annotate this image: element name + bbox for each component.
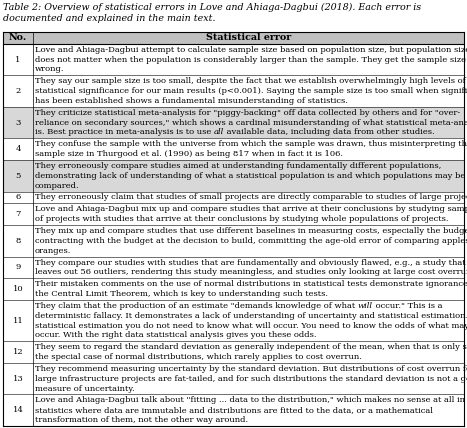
Text: the Central Limit Theorem, which is key to understanding such tests.: the Central Limit Theorem, which is key … (35, 290, 328, 298)
Text: 3: 3 (15, 119, 21, 127)
Bar (3, 203, 464, 225)
Text: demonstrating lack of understanding of what a statistical population is and whic: demonstrating lack of understanding of w… (35, 172, 465, 180)
Text: oranges.: oranges. (35, 247, 71, 255)
Text: deterministic fallacy. It demonstrates a lack of understanding of uncertainty an: deterministic fallacy. It demonstrates a… (35, 312, 467, 320)
Text: 8: 8 (15, 237, 21, 245)
Text: will: will (358, 302, 373, 310)
Text: They confuse the sample with the universe from which the sample was drawn, thus : They confuse the sample with the univers… (35, 140, 467, 148)
Text: occur. With the right data statistical analysis gives you these odds.: occur. With the right data statistical a… (35, 331, 317, 339)
Text: sample size in Thurgood et al. (1990) as being 817 when in fact it is 106.: sample size in Thurgood et al. (1990) as… (35, 150, 343, 158)
Text: They claim that the production of an estimate "demands knowledge of what: They claim that the production of an est… (35, 302, 358, 310)
Text: They compare our studies with studies that are fundamentally and obviously flawe: They compare our studies with studies th… (35, 259, 466, 267)
Text: transformation of them, not the other way around.: transformation of them, not the other wa… (35, 416, 248, 424)
Text: No.: No. (9, 33, 27, 42)
Text: reliance on secondary sources," which shows a cardinal misunderstanding of what : reliance on secondary sources," which sh… (35, 119, 467, 127)
Bar (3, 138, 464, 160)
Text: wrong.: wrong. (35, 65, 64, 74)
Bar (3, 44, 464, 75)
Bar (3, 160, 464, 192)
Text: They criticize statistical meta-analysis for "piggy-backing" off data collected : They criticize statistical meta-analysis… (35, 109, 460, 117)
Text: Table 2: Overview of statistical errors in Love and Ahiaga-Dagbui (2018). Each e: Table 2: Overview of statistical errors … (3, 3, 421, 23)
Bar (3, 107, 464, 138)
Bar (3, 300, 464, 341)
Text: They seem to regard the standard deviation as generally independent of the mean,: They seem to regard the standard deviati… (35, 343, 467, 351)
Text: 12: 12 (13, 348, 23, 356)
Bar (3, 278, 464, 300)
Text: 2: 2 (15, 87, 21, 95)
Bar (3, 363, 464, 395)
Bar (3, 225, 464, 257)
Text: of projects with studies that arrive at their conclusions by studying whole popu: of projects with studies that arrive at … (35, 215, 448, 223)
Text: 9: 9 (15, 264, 21, 271)
Text: 14: 14 (13, 406, 23, 414)
Text: does not matter when the population is considerably larger than the sample. They: does not matter when the population is c… (35, 56, 466, 64)
Text: occur." This is a: occur." This is a (373, 302, 442, 310)
Text: the special case of normal distributions, which rarely applies to cost overrun.: the special case of normal distributions… (35, 353, 362, 361)
Text: Love and Ahiaga-Dagbui talk about "fitting ... data to the distribution," which : Love and Ahiaga-Dagbui talk about "fitti… (35, 396, 465, 404)
Bar (3, 75, 464, 107)
Text: 13: 13 (13, 375, 23, 383)
Text: statistical significance for our main results (p<0.001). Saying the sample size : statistical significance for our main re… (35, 87, 467, 95)
Text: 4: 4 (15, 145, 21, 153)
Bar (3, 257, 464, 278)
Text: They recommend measuring uncertainty by the standard deviation. But distribution: They recommend measuring uncertainty by … (35, 365, 467, 373)
Text: 11: 11 (13, 317, 23, 324)
Text: 5: 5 (15, 172, 21, 180)
Text: measure of uncertainty.: measure of uncertainty. (35, 385, 134, 392)
Text: is. Best practice in meta-analysis is to use: is. Best practice in meta-analysis is to… (35, 128, 214, 137)
Text: 10: 10 (13, 285, 23, 293)
Text: Love and Ahiaga-Dagbui attempt to calculate sample size based on population size: Love and Ahiaga-Dagbui attempt to calcul… (35, 46, 467, 54)
Text: 7: 7 (15, 210, 21, 218)
Text: compared.: compared. (35, 181, 79, 190)
Text: statistical estimation you do not need to know what will occur. You need to know: statistical estimation you do not need t… (35, 321, 467, 330)
Text: has been established shows a fundamental misunderstanding of statistics.: has been established shows a fundamental… (35, 97, 348, 105)
Text: Their mistaken comments on the use of normal distributions in statistical tests : Their mistaken comments on the use of no… (35, 280, 467, 288)
Text: They mix up and compare studies that use different baselines in measuring costs,: They mix up and compare studies that use… (35, 227, 467, 235)
Text: Love and Ahiaga-Dagbui mix up and compare studies that arrive at their conclusio: Love and Ahiaga-Dagbui mix up and compar… (35, 205, 467, 213)
Text: available data, including data from other studies.: available data, including data from othe… (224, 128, 435, 137)
Text: statistics where data are immutable and distributions are fitted to the data, or: statistics where data are immutable and … (35, 406, 433, 414)
Bar (3, 395, 464, 426)
Text: contracting with the budget at the decision to build, committing the age-old err: contracting with the budget at the decis… (35, 237, 467, 245)
Text: They erroneously compare studies aimed at understanding fundamentally different : They erroneously compare studies aimed a… (35, 162, 441, 170)
Text: 1: 1 (15, 56, 21, 64)
Bar (3, 341, 464, 363)
Text: 6: 6 (15, 193, 21, 202)
Bar (3, 192, 464, 203)
Text: large infrastructure projects are fat-tailed, and for such distributions the sta: large infrastructure projects are fat-ta… (35, 375, 467, 383)
Text: all: all (214, 128, 224, 137)
Text: Statistical error: Statistical error (206, 33, 291, 42)
Text: They say our sample size is too small, despite the fact that we establish overwh: They say our sample size is too small, d… (35, 77, 466, 85)
Text: They erroneously claim that studies of small projects are directly comparable to: They erroneously claim that studies of s… (35, 193, 467, 202)
Text: leaves out 56 outliers, rendering this study meaningless, and studies only looki: leaves out 56 outliers, rendering this s… (35, 268, 467, 276)
Bar (3, 32, 464, 44)
